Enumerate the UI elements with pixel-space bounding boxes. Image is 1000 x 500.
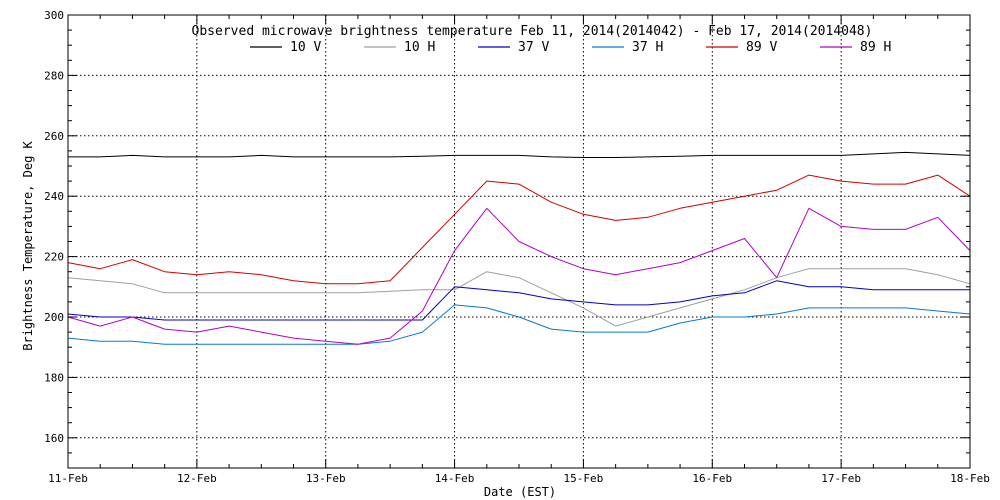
x-tick-label: 17-Feb [821, 472, 861, 485]
x-tick-label: 15-Feb [564, 472, 604, 485]
x-tick-label: 13-Feb [306, 472, 346, 485]
legend-label: 10 V [290, 40, 321, 55]
y-tick-label: 180 [44, 371, 64, 384]
legend-label: 10 H [404, 40, 435, 55]
legend: 10 V 10 H 37 V 37 H 89 V 89 H [250, 40, 891, 55]
legend-label: 37 V [518, 40, 549, 55]
y-axis-label: Brightness Temperature, Deg K [21, 140, 35, 350]
series-line-37-v [67, 280, 970, 321]
y-tick-label: 300 [44, 9, 64, 22]
grid [68, 15, 970, 468]
y-tick-label: 220 [44, 251, 64, 264]
y-tick-label: 240 [44, 190, 64, 203]
series-line-10-h [67, 268, 971, 327]
y-tick-label: 260 [44, 130, 64, 143]
legend-label: 37 H [632, 40, 663, 55]
y-tick-label: 200 [44, 311, 64, 324]
series-line-37-h [67, 304, 971, 345]
x-tick-label: 18-Feb [950, 472, 990, 485]
x-tick-label: 12-Feb [177, 472, 217, 485]
series-lines [67, 151, 971, 345]
legend-label: 89 H [860, 40, 891, 55]
legend-label: 89 V [746, 40, 777, 55]
tick-labels: 11-Feb 12-Feb 13-Feb 14-Feb 15-Feb 16-Feb 17-F… [44, 9, 990, 485]
series-line-89-v [67, 174, 971, 285]
y-tick-label: 160 [44, 432, 64, 445]
x-tick-label: 16-Feb [692, 472, 732, 485]
y-tick-label: 280 [44, 69, 64, 82]
series-line-10-v [68, 151, 971, 158]
x-tick-label: 11-Feb [48, 472, 88, 485]
chart-title: Observed microwave brightness temperatur… [192, 24, 873, 39]
x-tick-label: 14-Feb [435, 472, 475, 485]
series-line-89-h [67, 207, 971, 345]
axis-ticks [67, 14, 971, 469]
x-axis-label: Date (EST) [484, 485, 556, 499]
